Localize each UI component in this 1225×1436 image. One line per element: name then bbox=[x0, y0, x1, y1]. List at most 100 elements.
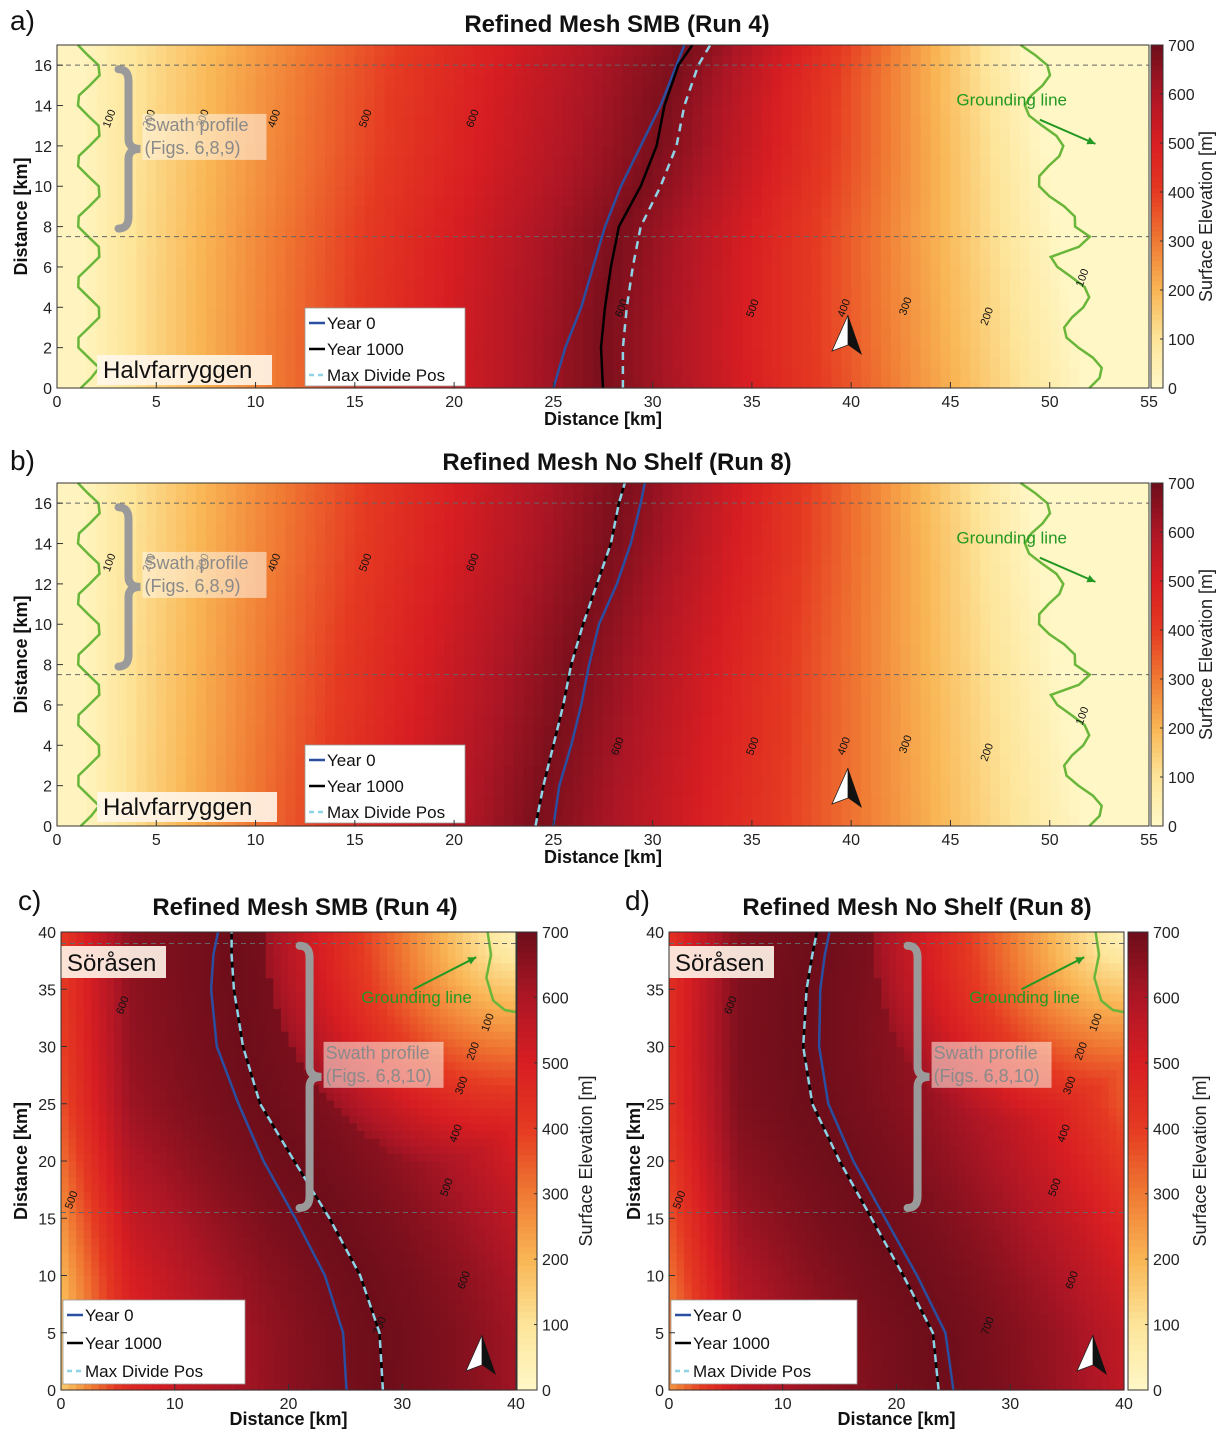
field-cell bbox=[255, 725, 267, 736]
field-cell bbox=[1109, 367, 1120, 379]
field-cell bbox=[106, 614, 118, 625]
field-cell bbox=[890, 196, 902, 208]
field-cell bbox=[543, 367, 554, 379]
field-cell bbox=[106, 307, 118, 318]
field-cell bbox=[106, 75, 118, 86]
field-cell bbox=[136, 135, 147, 147]
field-cell bbox=[186, 337, 197, 349]
field-cell bbox=[563, 377, 574, 389]
field-cell bbox=[801, 115, 813, 127]
field-cell bbox=[642, 216, 654, 228]
field-cell bbox=[801, 246, 813, 258]
field-cell bbox=[334, 593, 346, 605]
y-tick-label: 4 bbox=[43, 300, 52, 317]
field-cell bbox=[136, 573, 147, 585]
field-cell bbox=[523, 206, 535, 218]
field-cell bbox=[305, 704, 316, 716]
field-cell bbox=[66, 297, 78, 308]
field-cell bbox=[920, 125, 932, 137]
field-cell bbox=[771, 176, 783, 187]
field-cell bbox=[86, 357, 98, 369]
field-cell bbox=[732, 216, 743, 228]
field-cell bbox=[1119, 186, 1130, 197]
field-cell bbox=[513, 135, 525, 147]
field-cell bbox=[66, 543, 78, 555]
field-cell bbox=[424, 186, 435, 197]
field-cell bbox=[454, 287, 465, 298]
field-cell bbox=[871, 85, 882, 97]
field-cell bbox=[195, 493, 207, 504]
field-cell bbox=[354, 297, 366, 308]
field-cell bbox=[553, 186, 564, 197]
field-cell bbox=[980, 45, 991, 56]
field-cell bbox=[662, 266, 674, 278]
field-cell bbox=[801, 206, 813, 218]
field-cell bbox=[612, 206, 624, 218]
field-cell bbox=[344, 543, 356, 555]
field-cell bbox=[265, 45, 276, 56]
field-cell bbox=[325, 624, 336, 635]
field-cell bbox=[980, 307, 991, 318]
field-cell bbox=[900, 85, 912, 97]
field-cell bbox=[503, 206, 515, 218]
field-cell bbox=[106, 186, 118, 197]
field-cell bbox=[632, 266, 644, 278]
field-cell bbox=[334, 226, 346, 238]
field-cell bbox=[394, 105, 406, 117]
field-cell bbox=[473, 115, 485, 127]
field-cell bbox=[890, 95, 902, 107]
field-cell bbox=[136, 277, 147, 288]
field-cell bbox=[791, 357, 803, 369]
field-cell bbox=[364, 145, 376, 157]
colorbar-tick-label: 300 bbox=[1168, 234, 1195, 251]
field-cell bbox=[622, 145, 634, 157]
field-cell bbox=[692, 357, 703, 369]
field-cell bbox=[493, 377, 505, 389]
field-cell bbox=[672, 196, 684, 208]
field-cell bbox=[245, 236, 257, 248]
field-cell bbox=[186, 176, 197, 187]
field-cell bbox=[741, 377, 753, 389]
field-cell bbox=[265, 503, 276, 514]
field-cell bbox=[741, 186, 753, 197]
field-cell bbox=[364, 674, 376, 686]
field-cell bbox=[1089, 176, 1100, 187]
line-year-1000 bbox=[599, 44, 694, 389]
field-cell bbox=[1129, 55, 1140, 66]
field-cell bbox=[1079, 246, 1091, 258]
field-cell bbox=[354, 573, 366, 585]
field-cell bbox=[791, 186, 803, 197]
field-cell bbox=[205, 226, 217, 238]
field-cell bbox=[156, 347, 167, 359]
field-cell bbox=[354, 256, 366, 268]
field-cell bbox=[712, 246, 723, 258]
field-cell bbox=[1079, 65, 1091, 76]
field-cell bbox=[106, 493, 118, 504]
field-cell bbox=[265, 95, 276, 107]
field-cell bbox=[821, 206, 832, 218]
field-cell bbox=[1069, 206, 1081, 218]
field-cell bbox=[890, 85, 902, 97]
field-cell bbox=[831, 196, 842, 208]
field-cell bbox=[513, 196, 525, 208]
colorbar-cell bbox=[1151, 260, 1163, 267]
colorbar-cell bbox=[1151, 324, 1163, 330]
field-cell bbox=[851, 317, 862, 329]
field-cell bbox=[1139, 246, 1150, 258]
field-cell bbox=[424, 277, 435, 288]
field-cell bbox=[652, 85, 664, 97]
colorbar-tick-label: 200 bbox=[1168, 283, 1195, 300]
field-cell bbox=[1019, 256, 1031, 268]
field-cell bbox=[354, 664, 366, 676]
field-cell bbox=[1029, 317, 1041, 329]
field-cell bbox=[66, 563, 78, 575]
field-cell bbox=[1010, 216, 1021, 228]
colorbar-cell bbox=[1151, 294, 1163, 301]
field-cell bbox=[106, 347, 118, 359]
field-cell bbox=[146, 664, 157, 676]
field-cell bbox=[255, 297, 267, 308]
field-cell bbox=[334, 287, 346, 298]
field-cell bbox=[910, 196, 922, 208]
field-cell bbox=[96, 583, 108, 595]
